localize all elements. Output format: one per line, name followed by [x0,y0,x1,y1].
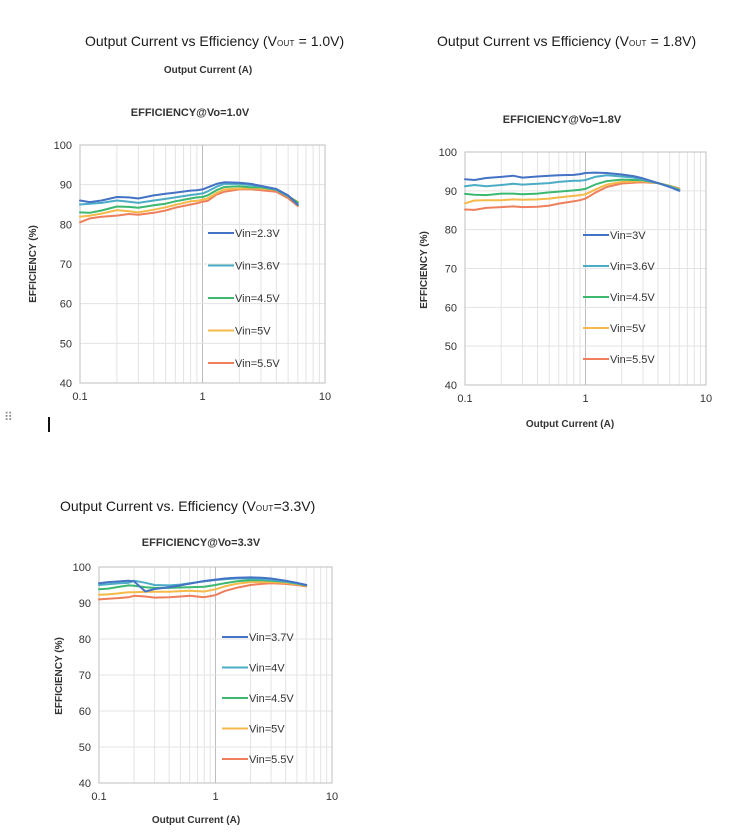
y-tick-label: 40 [79,778,91,790]
series-line-vin-5-5v [79,188,299,224]
y-tick-label: 80 [79,634,91,646]
x-axis-label: Output Current (A) [152,815,240,826]
y-tick-label: 70 [445,264,457,276]
x-tick-label: 10 [319,391,331,403]
legend: Vin=3.7V Vin=4V Vin=4.5V Vin=5V Vin=5.5V [222,632,294,766]
x-tick-label: 10 [326,791,338,803]
x-tick-label: 0.1 [72,391,87,403]
y-tick-label: 60 [445,302,457,314]
x-axis-label: Output Current (A) [164,65,252,76]
y-axis-label: EFFICIENCY (%) [54,637,65,715]
series-line-vin-3v [464,171,681,192]
plot-frame [79,144,326,384]
series-group [464,171,681,211]
legend-label: Vin=2.3V [235,228,280,240]
x-tick-label: 10 [700,393,712,405]
x-tick-label: 1 [212,791,218,803]
y-tick-label: 50 [60,338,72,350]
series-group [79,181,299,224]
x-tick-label: 0.1 [457,393,472,405]
chart-3-heading-suffix: =3.3V) [273,498,316,514]
series-line-vin-3-7v [98,576,308,593]
legend-label: Vin=5.5V [235,358,280,370]
chart-title: EFFICIENCY@Vo=3.3V [142,537,261,549]
chart-title: EFFICIENCY@Vo=1.0V [131,107,250,119]
y-tick-label: 70 [79,670,91,682]
x-tick-label: 0.1 [91,791,106,803]
y-tick-label: 50 [79,742,91,754]
y-tick-label: 100 [54,140,72,152]
x-tick-label: 1 [582,393,588,405]
y-tick-label: 60 [60,299,72,311]
legend-label: Vin=3V [610,230,646,242]
series-line-vin-5-5v [98,582,308,601]
y-tick-label: 100 [439,147,457,159]
y-tick-label: 100 [73,562,91,574]
chart-3-heading-subscript: OUT [255,504,274,513]
series-line-vin-4-5v [79,185,299,214]
legend-label: Vin=4V [249,663,285,675]
y-tick-label: 80 [445,225,457,237]
legend-label: Vin=5V [249,724,285,736]
y-tick-label: 40 [445,380,457,392]
y-tick-label: 90 [79,598,91,610]
legend-label: Vin=4.5V [235,293,280,305]
legend-label: Vin=5V [235,326,271,338]
legend-label: Vin=4.5V [610,292,655,304]
chart-2-heading-subscript: OUT [628,39,647,48]
drag-handle-icon[interactable]: ⠿ [4,410,14,424]
legend-label: Vin=3.6V [610,261,655,273]
y-axis-label: EFFICIENCY (%) [419,231,430,309]
series-line-vin-2-3v [79,181,299,206]
series-line-vin-3-6v [464,174,681,192]
chart-1-heading-text: Output Current vs Efficiency (V [85,33,277,49]
legend-label: Vin=5.5V [610,354,655,366]
y-tick-label: 90 [445,186,457,198]
legend: Vin=3V Vin=3.6V Vin=4.5V Vin=5V Vin=5.5V [583,230,655,366]
chart-2-heading-text: Output Current vs Efficiency (V [437,33,629,49]
series-line-vin-5v [79,187,299,218]
legend-label: Vin=3.7V [249,632,294,644]
y-tick-label: 80 [60,219,72,231]
legend: Vin=2.3V Vin=3.6V Vin=4.5V Vin=5V Vin=5.5V [208,228,280,370]
chart-3-heading: Output Current vs. Efficiency (VOUT=3.3V… [60,498,315,514]
y-axis-label: EFFICIENCY (%) [28,225,39,303]
legend-label: Vin=4.5V [249,693,294,705]
chart-1-heading: Output Current vs Efficiency (VOUT = 1.0… [85,33,344,49]
x-axis-label: Output Current (A) [526,419,614,430]
y-tick-label: 40 [60,378,72,390]
series-line-vin-5v [98,581,308,596]
plot-frame [464,151,707,386]
text-cursor [48,417,50,432]
chart-2-heading: Output Current vs Efficiency (VOUT = 1.8… [437,33,696,49]
series-line-vin-5-5v [464,181,681,211]
x-tick-label: 1 [199,391,205,403]
y-tick-label: 60 [79,706,91,718]
series-group [98,576,308,601]
chart-1-heading-subscript: OUT [276,39,295,48]
y-tick-label: 70 [60,259,72,271]
y-tick-label: 50 [445,341,457,353]
y-tick-label: 90 [60,180,72,192]
legend-label: Vin=5.5V [249,754,294,766]
chart-1-heading-suffix: = 1.0V) [294,33,345,49]
chart-2-heading-suffix: = 1.8V) [646,33,697,49]
chart-3-heading-text: Output Current vs. Efficiency (V [60,498,256,514]
legend-label: Vin=5V [610,323,646,335]
chart-title: EFFICIENCY@Vo=1.8V [503,114,622,126]
legend-label: Vin=3.6V [235,261,280,273]
plot-frame [98,566,333,784]
grid [465,151,706,386]
grid [99,566,332,784]
